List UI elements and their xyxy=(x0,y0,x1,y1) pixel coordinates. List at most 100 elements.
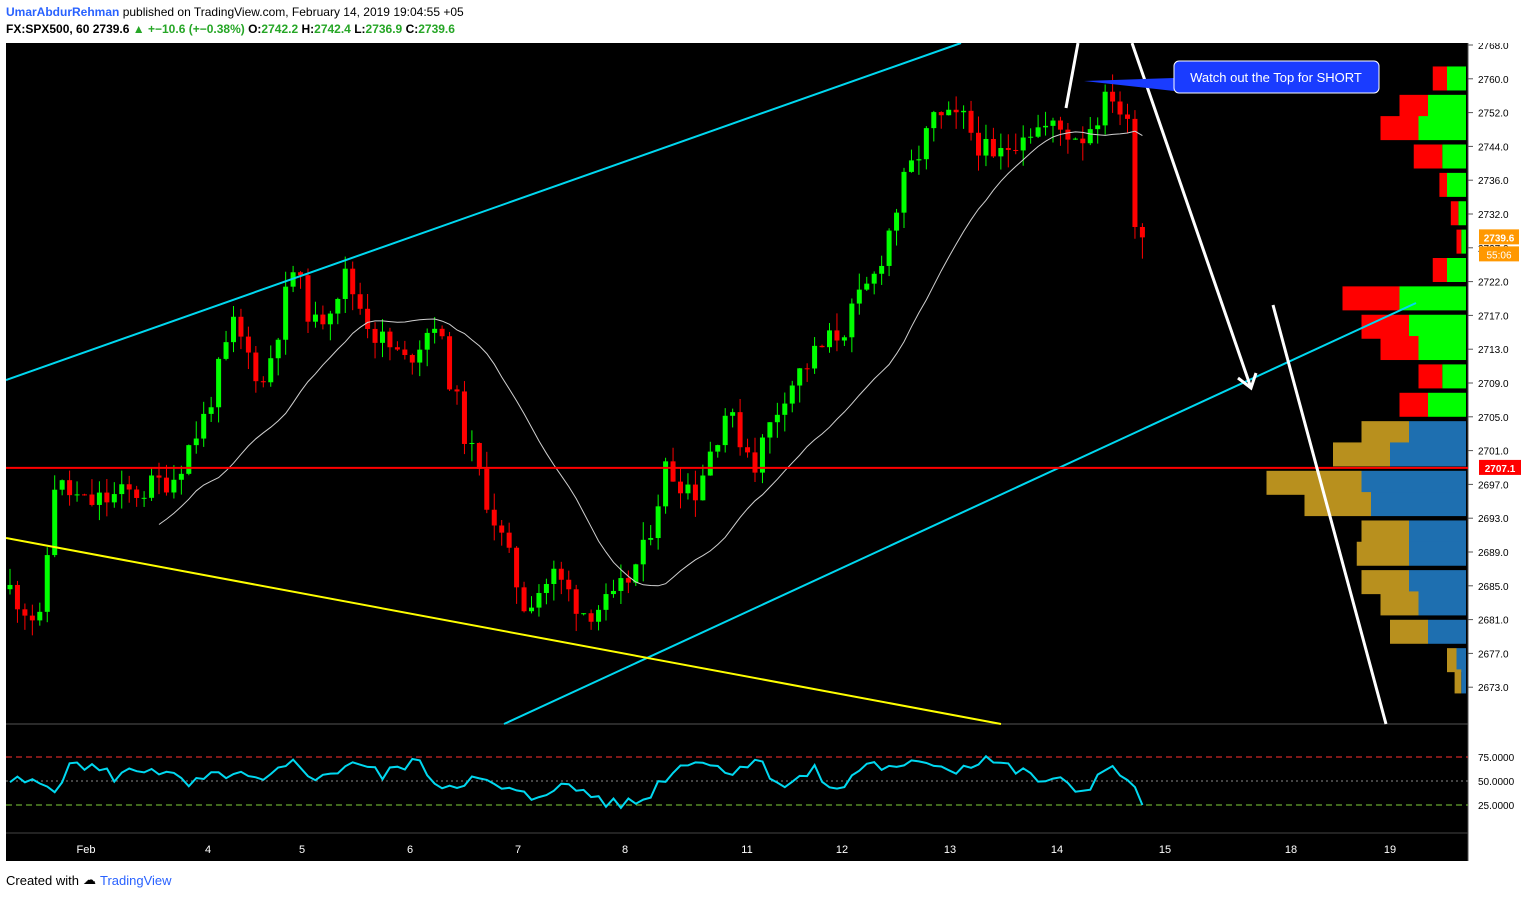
candle-body xyxy=(216,358,222,408)
level-badge xyxy=(1479,459,1521,475)
author-name[interactable]: UmarAbdurRehman xyxy=(6,5,120,19)
candle-body xyxy=(953,109,959,113)
candle-body xyxy=(372,328,378,343)
candle-body xyxy=(879,265,885,274)
candle-body xyxy=(625,578,631,583)
price-tick-label: 2681.0 xyxy=(1478,616,1509,627)
price-tick-label: 2701.0 xyxy=(1478,447,1509,458)
candle-body xyxy=(14,584,20,610)
candle-body xyxy=(454,389,460,392)
volume-profile-bar-up xyxy=(1390,442,1466,467)
candle-body xyxy=(1095,125,1101,130)
candle-body xyxy=(536,593,542,608)
candle-body xyxy=(245,336,251,353)
price-tick-label: 2697.0 xyxy=(1478,480,1509,491)
candle-body xyxy=(171,479,177,493)
candle-body xyxy=(134,489,140,498)
candle-body xyxy=(864,283,870,290)
trading-chart[interactable]: Watch out the Top for SHORT 2768.0 2760.0… xyxy=(6,43,1526,861)
candle-body xyxy=(849,303,855,338)
time-tick-label: 8 xyxy=(622,844,628,856)
candle-body xyxy=(461,391,467,444)
trend-line[interactable] xyxy=(6,537,1002,725)
volume-profile-bar-up xyxy=(1418,336,1466,361)
candle-body xyxy=(37,611,43,621)
volume-profile-bar-up xyxy=(1409,314,1466,339)
price-tick-label: 2693.0 xyxy=(1478,514,1509,525)
candlestick-series xyxy=(7,74,1145,636)
candle-body xyxy=(789,385,795,404)
price-tick-label: 2677.0 xyxy=(1478,649,1509,660)
candle-body xyxy=(119,484,125,495)
candle-body xyxy=(409,355,415,363)
volume-profile-bar-down xyxy=(1333,442,1390,467)
candle-body xyxy=(394,347,400,350)
published-text: published on TradingView.com, February 1… xyxy=(122,5,464,19)
candle-body xyxy=(558,568,564,580)
candle-body xyxy=(514,547,520,588)
last-price-badge xyxy=(1479,229,1519,245)
close-label: C: xyxy=(405,22,419,36)
candle-body xyxy=(506,532,512,548)
volume-profile-bar-down xyxy=(1432,66,1447,91)
candle-body xyxy=(476,442,482,469)
candle-body xyxy=(551,568,557,584)
price-tick-label: 2732.0 xyxy=(1478,210,1509,221)
candle-body xyxy=(424,332,430,350)
candle-body xyxy=(268,358,274,383)
volume-profile-bar-up xyxy=(1428,619,1466,644)
countdown-badge xyxy=(1479,246,1519,262)
price-tick-label: 2736.0 xyxy=(1478,176,1509,187)
candle-body xyxy=(946,109,952,116)
candle-body xyxy=(685,484,691,494)
candle-body xyxy=(730,412,736,416)
candle-body xyxy=(715,445,721,452)
candle-body xyxy=(923,128,929,160)
candle-body xyxy=(529,607,534,612)
candle-body xyxy=(1072,138,1078,140)
volume-profile-bar-down xyxy=(1356,541,1409,566)
rsi-tick-label: 50.0000 xyxy=(1478,777,1515,788)
candle-body xyxy=(901,171,907,213)
candle-body xyxy=(238,316,244,337)
volume-profile-bar-up xyxy=(1409,570,1466,595)
price-tick-label: 2744.0 xyxy=(1478,142,1509,153)
time-tick-label: 7 xyxy=(515,844,521,856)
footer: Created with ☁ TradingView xyxy=(6,872,172,888)
time-tick-label: Feb xyxy=(77,844,96,856)
candle-body xyxy=(178,473,184,480)
candle-body xyxy=(7,584,13,590)
projection-line[interactable] xyxy=(1271,304,1388,725)
time-tick-label: 14 xyxy=(1051,844,1063,856)
candle-body xyxy=(67,480,73,496)
price-tick-label: 2713.0 xyxy=(1478,345,1509,356)
candle-body xyxy=(961,110,967,113)
candle-body xyxy=(1057,120,1063,130)
candle-body xyxy=(96,492,102,505)
rsi-axis-ticks: 75.0000 50.0000 25.0000 xyxy=(1478,753,1515,812)
volume-profile-bar-down xyxy=(1380,116,1419,141)
channel-lower-line[interactable] xyxy=(503,302,1417,725)
channel-upper-line[interactable] xyxy=(6,43,962,381)
candle-body xyxy=(588,613,594,622)
volume-profile-bar-down xyxy=(1304,492,1371,517)
volume-profile-bar-up xyxy=(1442,364,1466,389)
candle-body xyxy=(886,230,892,266)
candle-body xyxy=(1005,148,1011,150)
top-marker-line[interactable] xyxy=(1064,43,1080,109)
tradingview-link[interactable]: TradingView xyxy=(99,872,172,888)
candle-body xyxy=(707,451,713,476)
candle-body xyxy=(737,412,743,448)
projection-arrow[interactable] xyxy=(1130,43,1253,389)
callout-box[interactable] xyxy=(1173,60,1380,94)
close-value: 2739.6 xyxy=(418,22,455,36)
candle-body xyxy=(782,403,788,415)
candle-body xyxy=(521,587,527,612)
candle-body xyxy=(797,368,803,386)
time-tick-label: 6 xyxy=(407,844,413,856)
candle-body xyxy=(350,268,356,295)
candle-body xyxy=(335,298,341,314)
candle-body xyxy=(312,314,318,322)
candle-body xyxy=(894,212,900,231)
volume-profile-bar-up xyxy=(1461,669,1466,694)
